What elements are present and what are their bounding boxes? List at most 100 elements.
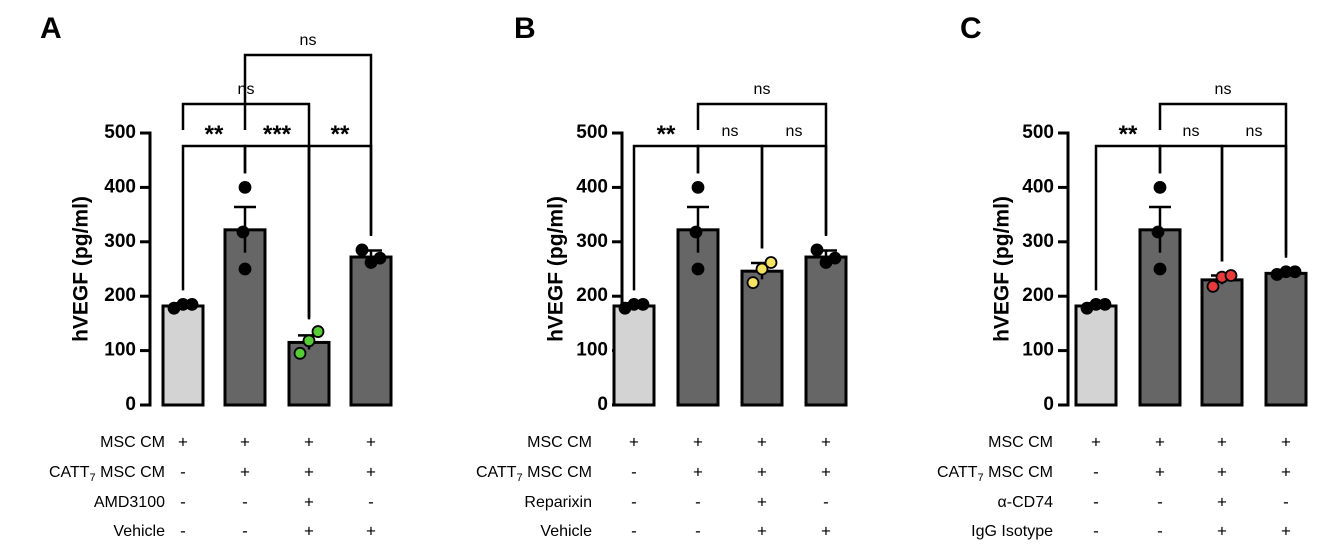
row-sign: - <box>1283 492 1289 511</box>
significance-label: ns <box>300 32 317 49</box>
significance-label: ns <box>754 81 771 98</box>
bar <box>676 228 720 407</box>
y-axis-title: hVEGF (pg/ml) <box>545 196 568 342</box>
significance-label: ns <box>786 123 803 140</box>
row-label: IgG Isotype <box>971 523 1053 540</box>
bar <box>740 269 784 407</box>
y-axis-title: hVEGF (pg/ml) <box>70 196 93 342</box>
bar <box>161 304 205 407</box>
row-sign: - <box>695 492 701 511</box>
row-sign: + <box>304 462 314 481</box>
row-sign: + <box>240 462 250 481</box>
row-sign: + <box>693 462 703 481</box>
panel-label: B <box>514 12 536 45</box>
y-axis-title: hVEGF (pg/ml) <box>991 196 1014 342</box>
bar <box>223 228 267 407</box>
row-sign: + <box>757 492 767 511</box>
y-tick-label: 500 <box>576 122 608 143</box>
data-point <box>755 262 769 276</box>
bar <box>349 255 393 407</box>
data-point <box>1151 225 1165 239</box>
row-sign: - <box>823 492 829 511</box>
row-sign: + <box>366 432 376 451</box>
data-point <box>810 243 824 257</box>
data-point <box>238 262 252 276</box>
bar <box>1200 278 1244 407</box>
row-sign: + <box>240 432 250 451</box>
y-tick-label: 100 <box>104 340 136 361</box>
data-point <box>1288 265 1302 279</box>
row-sign: + <box>1281 521 1291 540</box>
row-sign: + <box>821 462 831 481</box>
row-sign: + <box>629 432 639 451</box>
row-sign: - <box>1157 521 1163 540</box>
comparison-bracket <box>243 53 373 235</box>
y-tick-label: 200 <box>1022 285 1054 306</box>
row-sign: + <box>821 521 831 540</box>
data-point <box>1206 280 1220 293</box>
data-point <box>746 276 760 290</box>
row-sign: + <box>1217 492 1227 511</box>
y-tick-label: 100 <box>1022 340 1054 361</box>
data-point <box>302 334 316 348</box>
row-sign: - <box>180 521 186 540</box>
data-point <box>373 251 387 265</box>
y-tick-label: 0 <box>1043 394 1054 415</box>
row-label: CATT7 MSC CM <box>937 464 1053 484</box>
y-tick-label: 400 <box>104 176 136 197</box>
row-sign: - <box>631 492 637 511</box>
row-sign: - <box>695 521 701 540</box>
row-label: CATT7 MSC CM <box>49 464 165 484</box>
significance-label: ** <box>331 121 350 148</box>
row-sign: + <box>304 432 314 451</box>
row-sign: + <box>304 492 314 511</box>
significance-label: *** <box>263 121 292 148</box>
y-tick-label: 400 <box>1022 176 1054 197</box>
y-tick-label: 0 <box>597 394 608 415</box>
row-sign: + <box>1217 521 1227 540</box>
row-sign: + <box>1217 432 1227 451</box>
comparison-bracket <box>1220 144 1288 262</box>
data-point <box>1153 262 1167 276</box>
row-label: Vehicle <box>113 523 165 540</box>
data-point <box>1098 297 1112 311</box>
y-tick-label: 300 <box>104 231 136 252</box>
row-sign: - <box>180 492 186 511</box>
row-label: Reparixin <box>524 494 592 511</box>
data-point <box>236 225 250 239</box>
row-sign: + <box>757 432 767 451</box>
bar <box>612 304 656 407</box>
row-sign: + <box>757 521 767 540</box>
y-tick-label: 400 <box>576 176 608 197</box>
row-sign: - <box>631 462 637 481</box>
row-sign: + <box>178 432 188 451</box>
comparison-bracket <box>696 102 828 235</box>
row-sign: - <box>242 492 248 511</box>
data-point <box>636 297 650 311</box>
row-label: MSC CM <box>527 434 592 451</box>
row-sign: + <box>693 432 703 451</box>
row-sign: + <box>821 432 831 451</box>
data-point <box>355 243 369 257</box>
row-sign: + <box>1217 462 1227 481</box>
row-sign: - <box>1093 462 1099 481</box>
y-tick-label: 100 <box>576 340 608 361</box>
data-point <box>311 325 325 338</box>
row-sign: + <box>366 521 376 540</box>
row-sign: - <box>1157 492 1163 511</box>
y-tick-label: 0 <box>125 394 136 415</box>
row-sign: + <box>1155 432 1165 451</box>
data-point <box>1224 269 1238 282</box>
row-sign: - <box>242 521 248 540</box>
y-tick-label: 500 <box>1022 122 1054 143</box>
data-point <box>691 262 705 276</box>
row-label: Vehicle <box>540 523 592 540</box>
data-point <box>764 256 778 269</box>
comparison-bracket <box>1158 102 1288 256</box>
row-label: AMD3100 <box>94 494 165 511</box>
significance-label: ** <box>657 121 676 148</box>
row-sign: - <box>1093 492 1099 511</box>
